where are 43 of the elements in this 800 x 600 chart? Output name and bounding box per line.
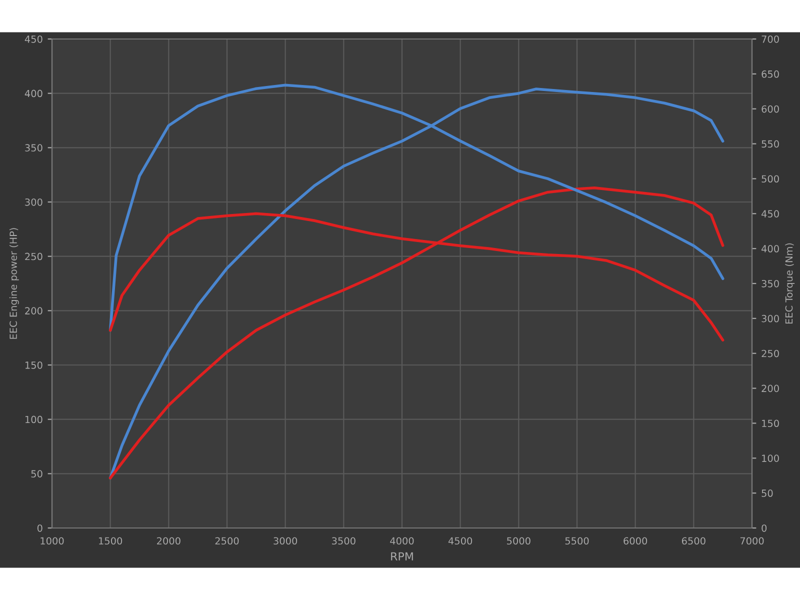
y-tick-label: 50 [31,470,42,478]
y2-tick-label: 150 [762,420,779,428]
y-tick-label: 350 [25,144,42,152]
x-tick-label: 2000 [157,537,180,545]
x-tick-label: 1000 [40,537,64,545]
y-tick-label: 0 [37,524,42,532]
x-tick-label: 3000 [274,537,298,545]
y-tick-label: 300 [25,198,42,206]
x-tick-label: 1500 [99,537,122,545]
y-axis-title: EEC Engine power (HP) [9,228,19,339]
y2-axis-title: EEC Torque (Nm) [785,243,795,324]
y2-tick-label: 600 [762,105,779,113]
y2-tick-label: 100 [762,454,779,462]
y2-tick-label: 50 [762,490,773,497]
y2-tick-label: 500 [762,175,779,183]
y2-tick-label: 650 [762,70,779,78]
y2-tick-label: 0 [762,524,767,532]
line-series [108,186,724,480]
x-tick-label: 3500 [332,537,356,545]
line-series [108,88,724,480]
y2-tick-label: 450 [762,210,779,218]
y-tick-label: 250 [25,252,42,260]
x-tick-label: 6000 [624,537,648,545]
x-tick-label: 4000 [390,537,414,545]
y-tick-label: 100 [25,416,42,424]
y-tick-label: 200 [25,307,42,314]
y2-tick-label: 300 [762,314,779,322]
y-tick-label: 150 [25,361,42,369]
x-axis-title: RPM [391,552,413,560]
x-tick-label: 4500 [448,537,472,545]
x-tick-label: 5000 [507,537,530,545]
y2-tick-label: 350 [762,280,779,288]
x-tick-label: 7000 [740,537,764,545]
y2-tick-label: 250 [762,350,779,358]
x-tick-label: 6500 [682,537,706,545]
y2-tick-label: 200 [762,384,779,392]
x-tick-label: 5500 [565,537,589,545]
y2-tick-label: 550 [762,140,779,148]
x-tick-label: 2500 [215,537,239,545]
y2-tick-label: 400 [762,245,779,252]
y-tick-label: 450 [24,35,42,43]
y-tick-label: 400 [24,90,42,98]
y2-tick-label: 700 [762,35,779,43]
